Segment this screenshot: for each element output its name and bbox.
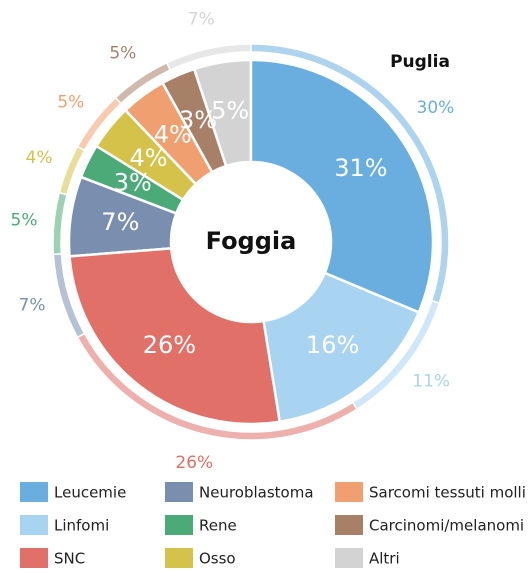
value-label: 30%: [417, 98, 455, 118]
legend-label: Neuroblastoma: [199, 484, 314, 502]
slice: [114, 61, 172, 105]
slice: [351, 299, 441, 411]
legend-label: Carcinomi/melanomi: [369, 517, 524, 535]
slice: [250, 43, 450, 305]
slice: [52, 191, 68, 256]
inner-series-name: Foggia: [206, 227, 297, 255]
value-label: 3%: [179, 106, 217, 134]
legend-label: Sarcomi tessuti molli: [369, 484, 526, 502]
slice: [249, 58, 435, 314]
outer-series-name: Puglia: [390, 52, 450, 72]
legend-label: Osso: [199, 550, 236, 568]
value-label: 5%: [11, 211, 38, 231]
legend-swatch: [335, 548, 363, 568]
value-label: 26%: [143, 331, 196, 359]
slice: [123, 81, 214, 186]
value-label: 7%: [188, 9, 215, 29]
value-label: 4%: [26, 148, 53, 168]
value-label: 5%: [211, 97, 249, 125]
value-label: 5%: [109, 43, 136, 63]
legend-swatch: [335, 482, 363, 502]
value-label: 11%: [412, 372, 450, 392]
slice: [94, 108, 198, 202]
value-label: 4%: [154, 121, 192, 149]
slice: [76, 332, 359, 441]
legend-swatch: [165, 482, 193, 502]
slice: [52, 253, 86, 339]
legend-swatch: [20, 482, 48, 502]
value-label: 7%: [101, 208, 139, 236]
value-label: 4%: [130, 144, 168, 172]
legend-label: Linfomi: [54, 517, 109, 535]
legend-label: Rene: [199, 517, 237, 535]
slice: [67, 175, 178, 258]
slice: [76, 96, 122, 152]
legend-label: SNC: [54, 550, 85, 568]
legend-swatch: [165, 515, 193, 535]
slice: [58, 145, 86, 196]
slice: [79, 144, 185, 216]
value-label: 3%: [114, 168, 152, 196]
value-label: 26%: [175, 453, 213, 473]
legend-label: Altri: [369, 550, 400, 568]
value-label: 31%: [334, 154, 387, 182]
value-label: 7%: [19, 296, 46, 316]
slice: [68, 246, 282, 426]
legend-swatch: [20, 548, 48, 568]
legend-swatch: [165, 548, 193, 568]
value-label: 16%: [306, 331, 359, 359]
legend-swatch: [20, 515, 48, 535]
legend-swatch: [335, 515, 363, 535]
legend-label: Leucemie: [54, 484, 126, 502]
slice: [160, 67, 228, 174]
value-label: 5%: [57, 92, 84, 112]
slice: [262, 271, 421, 424]
